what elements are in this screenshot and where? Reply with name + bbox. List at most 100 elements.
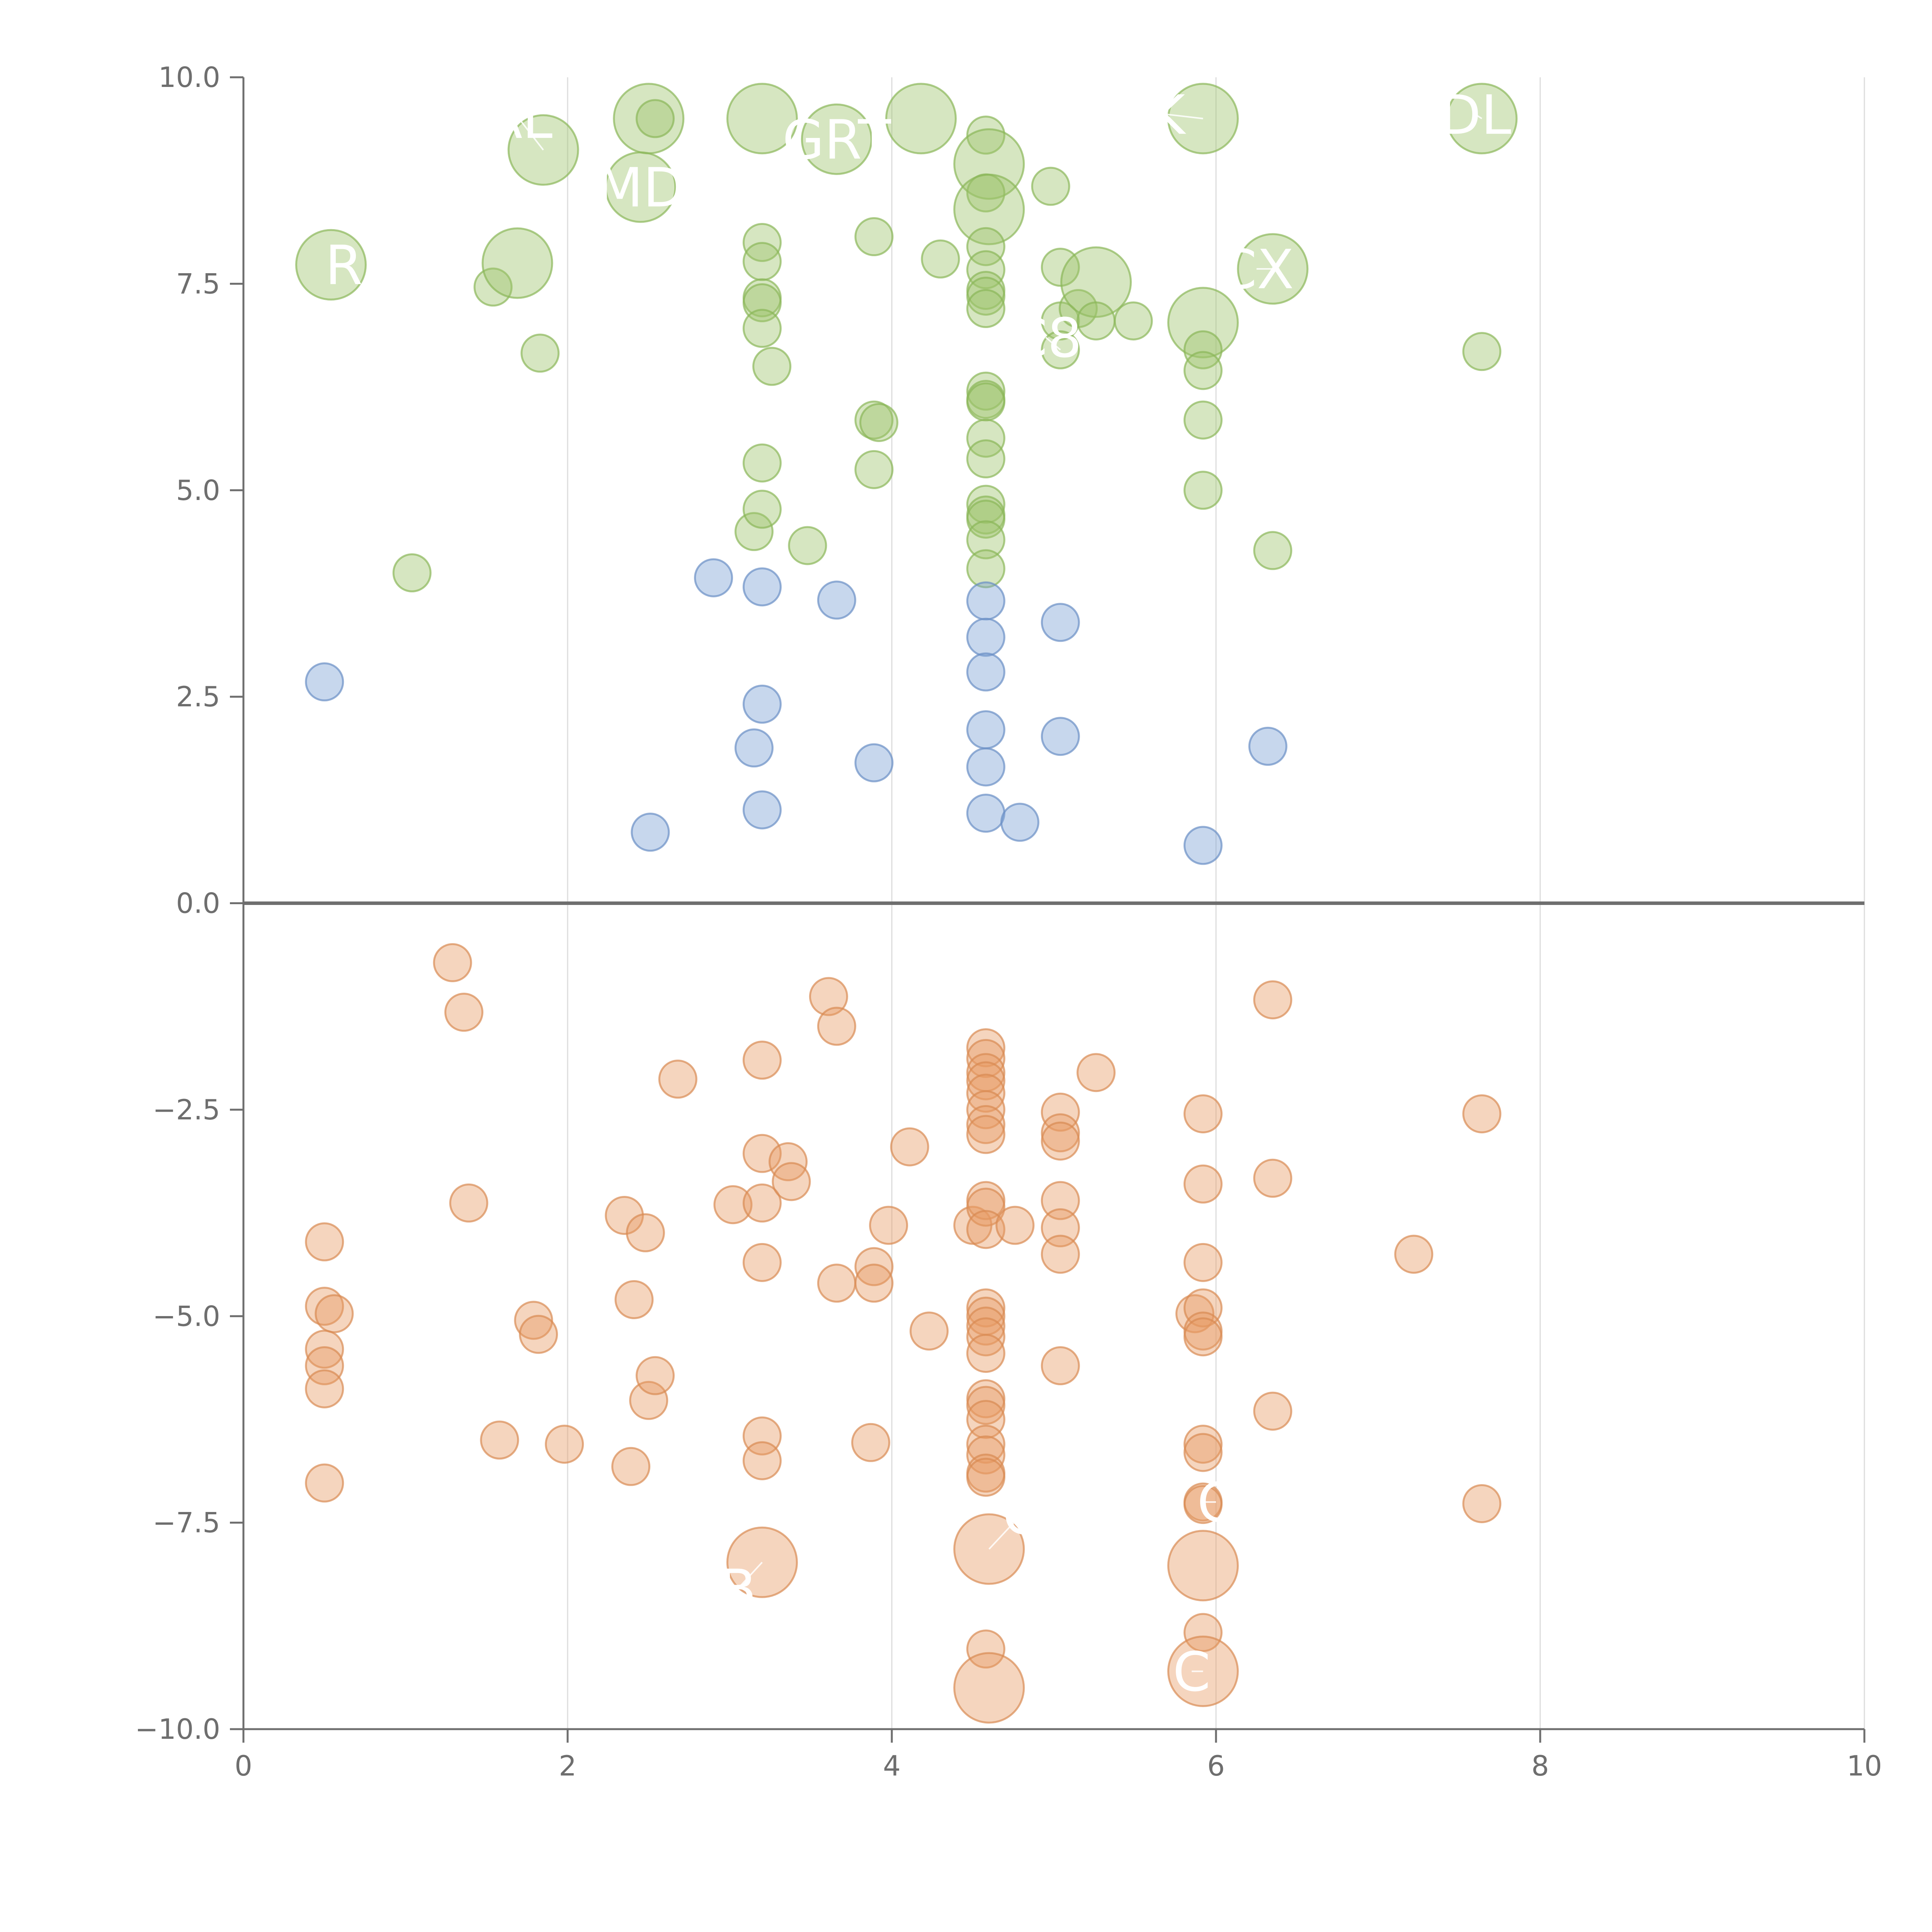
point-high-positive-25 [885, 83, 957, 155]
point-low-positive-13 [966, 747, 1005, 787]
point-negative-39 [909, 1311, 949, 1351]
point-high-positive-30 [953, 173, 1025, 245]
point-high-positive-47 [1041, 248, 1080, 287]
annotation-leader-10 [737, 1561, 763, 1589]
point-high-positive-51 [1060, 246, 1132, 318]
point-high-positive-1 [392, 553, 432, 592]
annotation-leader-8 [988, 1514, 1022, 1550]
point-negative-30 [772, 1162, 811, 1201]
y-tick-label-0: −10.0 [135, 1713, 220, 1745]
x-tick-label-2: 4 [883, 1750, 901, 1782]
point-high-positive-45 [966, 549, 1005, 588]
point-negative-38 [890, 1127, 929, 1167]
point-negative-54 [966, 1306, 1005, 1346]
point-high-positive-44 [966, 520, 1005, 560]
point-high-positive-7 [613, 83, 685, 155]
point-high-positive-61 [1253, 531, 1293, 570]
point-negative-92 [1253, 1391, 1293, 1431]
annotation-leader-7 [1045, 337, 1061, 350]
point-low-positive-15 [1000, 803, 1039, 842]
point-high-positive-3 [481, 227, 553, 299]
point-negative-86 [1183, 1485, 1223, 1524]
annotation-label-7: C8 [1010, 307, 1082, 370]
y-tick-label-7: 7.5 [176, 267, 220, 300]
x-tick-label-4: 8 [1531, 1750, 1549, 1782]
point-negative-37 [869, 1206, 908, 1245]
point-high-positive-26 [921, 239, 960, 279]
point-labels: R AL MD GRT K DL CX C8 C C B C [325, 84, 1511, 1704]
data-points [295, 83, 1518, 1724]
point-high-positive-27 [966, 116, 1005, 155]
point-negative-47 [966, 1105, 1005, 1144]
point-negative-17 [626, 1213, 665, 1252]
point-negative-42 [966, 1039, 1005, 1078]
point-high-positive-56 [1183, 330, 1223, 369]
point-negative-32 [817, 1007, 856, 1046]
point-negative-7 [433, 943, 472, 982]
point-negative-27 [742, 1441, 782, 1480]
point-negative-80 [1183, 1288, 1223, 1328]
point-negative-0 [305, 1222, 344, 1262]
point-negative-31 [809, 977, 848, 1016]
point-high-positive-36 [966, 371, 1005, 411]
point-negative-29 [769, 1142, 808, 1182]
point-low-positive-1 [631, 813, 670, 852]
point-negative-18 [629, 1381, 668, 1420]
point-high-positive-21 [854, 217, 894, 257]
point-negative-58 [966, 1386, 1005, 1425]
point-high-positive-52 [1077, 301, 1116, 341]
annotation-label-4: K [1150, 84, 1186, 147]
point-low-positive-17 [1041, 717, 1080, 756]
point-high-positive-41 [966, 485, 1005, 524]
point-negative-20 [658, 1060, 697, 1099]
point-high-positive-40 [966, 439, 1005, 479]
point-negative-51 [966, 1210, 1005, 1249]
point-high-positive-34 [966, 276, 1005, 316]
point-high-positive-4 [520, 333, 560, 373]
x-tick-label-0: 0 [235, 1750, 252, 1782]
x-tick-label-1: 2 [559, 1750, 577, 1782]
point-negative-23 [742, 1134, 782, 1173]
point-negative-13 [545, 1425, 584, 1464]
point-low-positive-0 [305, 662, 344, 702]
point-negative-60 [966, 1425, 1005, 1464]
annotation-label-1: AL [485, 88, 553, 151]
point-low-positive-12 [966, 710, 1005, 750]
point-negative-21 [713, 1185, 753, 1225]
y-tick-label-5: 2.5 [176, 680, 220, 713]
point-low-positive-3 [734, 728, 774, 768]
point-low-positive-9 [966, 581, 1005, 621]
point-negative-16 [614, 1280, 654, 1319]
point-negative-10 [480, 1420, 519, 1460]
point-negative-33 [817, 1264, 856, 1303]
point-negative-14 [605, 1196, 644, 1235]
point-negative-48 [966, 1115, 1005, 1154]
point-negative-87 [1167, 1530, 1239, 1602]
point-high-positive-63 [1462, 332, 1502, 371]
point-negative-74 [1041, 1346, 1080, 1385]
point-high-positive-43 [966, 500, 1005, 539]
point-negative-71 [1041, 1181, 1080, 1220]
point-negative-19 [636, 1356, 675, 1395]
point-low-positive-18 [1183, 826, 1223, 865]
point-negative-22 [742, 1041, 782, 1080]
annotation-label-8: C [1003, 1484, 1041, 1547]
annotation-leader-1 [518, 118, 544, 151]
point-low-positive-10 [966, 617, 1005, 657]
point-high-positive-55 [1167, 287, 1239, 359]
point-negative-88 [1183, 1613, 1223, 1652]
axes: −10.0 −7.5 −5.0 −2.5 0.0 2.5 5.0 7.5 10.0 0 2 4 6 8 10 [135, 61, 1882, 1782]
point-high-positive-59 [1183, 471, 1223, 510]
y-tick-label-3: −2.5 [153, 1094, 220, 1126]
annotation-label-9: C [1197, 1471, 1235, 1534]
point-high-positive-57 [1183, 351, 1223, 390]
point-negative-5 [305, 1369, 344, 1408]
point-high-positive-17 [742, 490, 782, 529]
point-negative-11 [514, 1301, 553, 1340]
point-high-positive-10 [726, 83, 798, 155]
point-high-positive-19 [788, 526, 827, 565]
point-negative-4 [305, 1346, 344, 1385]
point-low-positive-14 [966, 794, 1005, 833]
point-negative-55 [966, 1317, 1005, 1357]
